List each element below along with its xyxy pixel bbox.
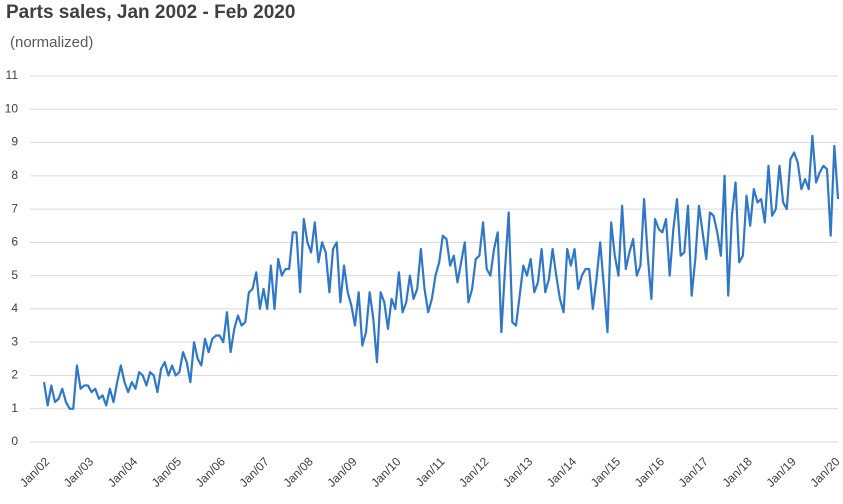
x-tick-label: Jan/11 [413, 454, 448, 489]
x-tick-label: Jan/10 [368, 454, 404, 490]
y-tick-label: 8 [11, 168, 18, 182]
x-tick-label: Jan/03 [61, 454, 97, 490]
x-tick-label: Jan/13 [500, 454, 536, 490]
y-tick-label: 3 [11, 334, 18, 348]
x-tick-label: Jan/09 [324, 454, 360, 490]
y-tick-label: 11 [6, 68, 19, 82]
x-tick-label: Jan/15 [588, 454, 624, 490]
x-tick-label: Jan/16 [632, 454, 668, 490]
x-tick-label: Jan/12 [456, 454, 492, 490]
y-tick-label: 6 [11, 235, 18, 249]
y-tick-label: 10 [5, 101, 19, 115]
chart-subtitle: (normalized) [10, 34, 93, 51]
chart-title: Parts sales, Jan 2002 - Feb 2020 [6, 2, 295, 23]
y-tick-label: 5 [11, 268, 18, 282]
x-tick-label: Jan/19 [763, 454, 799, 490]
y-tick-label: 2 [11, 368, 18, 382]
x-tick-label: Jan/05 [149, 454, 185, 490]
x-tick-label: Jan/20 [807, 454, 843, 490]
x-tick-label: Jan/08 [280, 454, 316, 490]
x-tick-label: Jan/07 [237, 454, 273, 490]
x-tick-label: Jan/02 [17, 454, 53, 490]
x-tick-label: Jan/18 [720, 454, 756, 490]
data-line [42, 134, 840, 410]
y-tick-label: 7 [11, 201, 18, 215]
x-tick-label: Jan/17 [676, 454, 712, 490]
y-tick-label: 0 [11, 434, 18, 448]
x-tick-label: Jan/14 [544, 454, 580, 490]
x-tick-label: Jan/04 [105, 454, 141, 490]
y-tick-label: 1 [11, 401, 18, 415]
x-tick-label: Jan/06 [193, 454, 229, 490]
y-tick-label: 4 [11, 301, 18, 315]
y-tick-label: 9 [11, 135, 18, 149]
